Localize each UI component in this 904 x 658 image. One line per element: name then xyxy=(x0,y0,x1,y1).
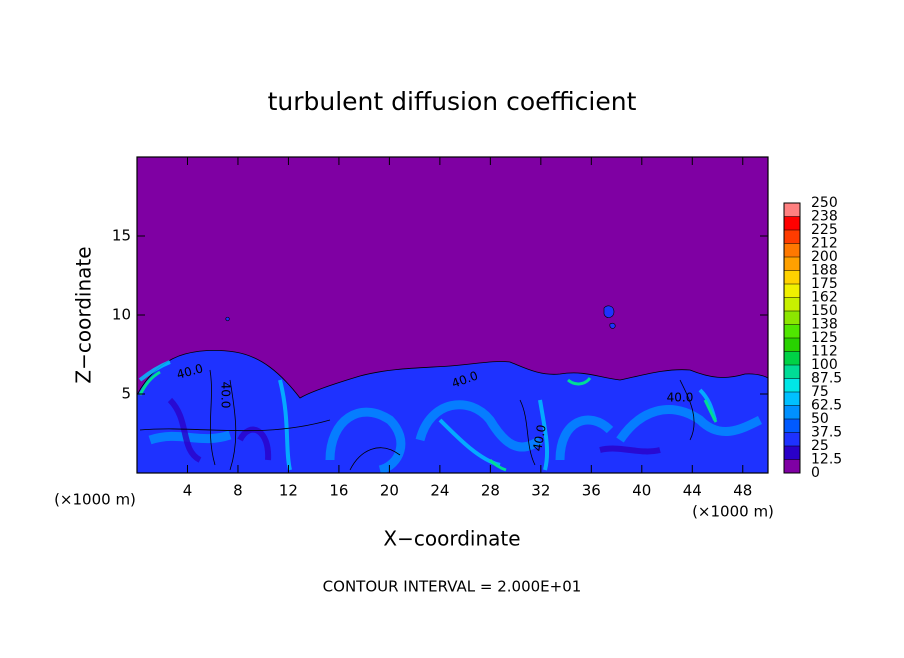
colorbar-label: 238 xyxy=(811,209,838,225)
colorbar-bin xyxy=(784,432,800,446)
contour-label: 40.0 xyxy=(530,424,548,453)
x-tick-label: 36 xyxy=(582,482,601,500)
x-tick-label: 8 xyxy=(233,482,243,500)
colorbar-bin xyxy=(784,284,800,298)
colorbar-label: 175 xyxy=(811,276,838,292)
contour-label: 40.0 xyxy=(667,391,694,405)
colorbar-label: 50 xyxy=(811,411,829,427)
colorbar-label: 37.5 xyxy=(811,425,842,441)
colorbar-label: 75 xyxy=(811,384,829,400)
x-unit-label: (×1000 m) xyxy=(54,491,136,509)
x-tick-label: 20 xyxy=(380,482,399,500)
x-axis-label: X−coordinate xyxy=(383,527,520,551)
colorbar-bin xyxy=(784,257,800,271)
x-tick-label: 32 xyxy=(531,482,550,500)
x-tick-label: 48 xyxy=(733,482,752,500)
x-tick-label: 40 xyxy=(632,482,651,500)
colorbar-bin xyxy=(784,405,800,419)
colorbar-bin xyxy=(784,230,800,244)
colorbar-label: 200 xyxy=(811,249,838,265)
colorbar-label: 100 xyxy=(811,357,838,373)
field-swirl xyxy=(148,400,763,473)
colorbar-bin xyxy=(784,270,800,284)
colorbar-label: 112 xyxy=(811,344,838,360)
contour-label: 40.0 xyxy=(219,382,233,409)
chart-title: turbulent diffusion coefficient xyxy=(268,87,637,116)
colorbar-label: 62.5 xyxy=(811,398,842,414)
colorbar-bin xyxy=(784,419,800,433)
colorbar-label: 250 xyxy=(811,195,838,211)
colorbar-label: 138 xyxy=(811,317,838,333)
colorbar-bin xyxy=(784,311,800,325)
x-tick-label: 12 xyxy=(279,482,298,500)
colorbar-bin xyxy=(784,203,800,217)
colorbar-bin xyxy=(784,378,800,392)
colorbar-bin xyxy=(784,297,800,311)
x-tick-label: 44 xyxy=(683,482,702,500)
field-swirl xyxy=(138,370,718,472)
colorbar-label: 188 xyxy=(811,263,838,279)
y-axis-label: Z−coordinate xyxy=(72,246,96,383)
colorbar-bin xyxy=(784,392,800,406)
field-speck xyxy=(225,305,616,329)
colorbar-bin xyxy=(784,338,800,352)
colorbar-label: 162 xyxy=(811,290,838,306)
colorbar-label: 212 xyxy=(811,236,838,252)
x-tick-label: 16 xyxy=(329,482,348,500)
colorbar-label: 150 xyxy=(811,303,838,319)
y-tick-label: 10 xyxy=(112,306,131,324)
x-tick-label: 24 xyxy=(430,482,449,500)
colorbar-bin xyxy=(784,446,800,460)
field-swirl xyxy=(167,397,661,463)
colorbar-label: 0 xyxy=(811,465,820,481)
colorbar-bin xyxy=(784,243,800,257)
y-tick-label: 5 xyxy=(121,385,131,403)
colorbar-bin xyxy=(784,459,800,473)
colorbar-label: 87.5 xyxy=(811,371,842,387)
colorbar-bin xyxy=(784,351,800,365)
contour-field xyxy=(137,157,768,473)
colorbar-label: 25 xyxy=(811,438,829,454)
colorbar-bin xyxy=(784,216,800,230)
colorbar-bin xyxy=(784,365,800,379)
y-tick-label: 15 xyxy=(112,227,131,245)
x-tick-label: 4 xyxy=(183,482,193,500)
contour-label: 40.0 xyxy=(175,361,204,381)
contour-line xyxy=(139,369,695,471)
x-tick-label: 28 xyxy=(481,482,500,500)
field-layer xyxy=(137,349,768,473)
footnote: CONTOUR INTERVAL = 2.000E+01 xyxy=(323,578,582,596)
colorbar-label: 225 xyxy=(811,222,838,238)
x-unit-label: (×1000 m) xyxy=(692,503,774,521)
colorbar-label: 12.5 xyxy=(811,452,842,468)
colorbar-label: 125 xyxy=(811,330,838,346)
field-swirl xyxy=(138,360,717,471)
colorbar-bin xyxy=(784,324,800,338)
